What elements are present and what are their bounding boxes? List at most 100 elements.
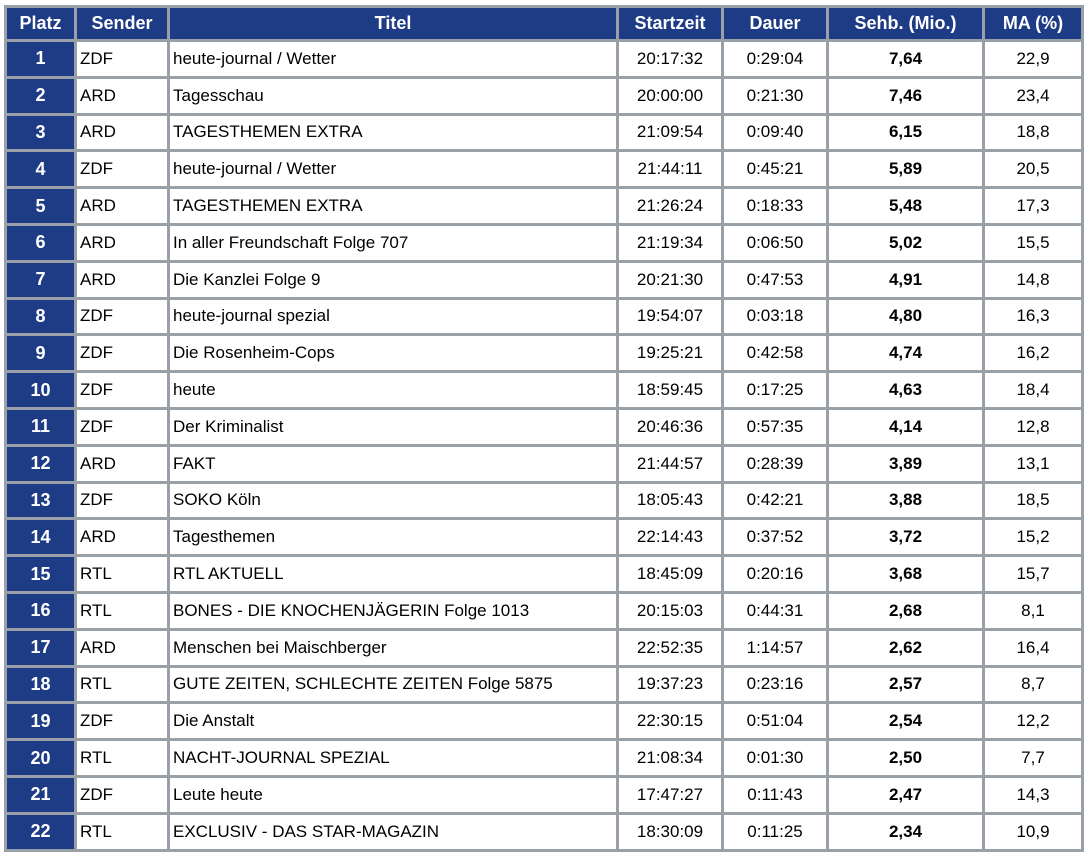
viewers-cell: 2,68 [829,593,982,628]
rank-cell: 15 [7,557,74,591]
rank-cell: 9 [7,336,74,371]
viewers-cell: 4,63 [829,373,982,407]
duration-cell: 0:21:30 [724,78,826,113]
start-time-cell: 21:19:34 [619,225,721,260]
rank-cell: 13 [7,483,74,518]
rank-cell: 6 [7,225,74,260]
table-row: 19 ZDF Die Anstalt 22:30:15 0:51:04 2,54 12,2 [7,704,1081,739]
start-time-cell: 17:47:27 [619,777,721,812]
table-row: 6 ARD In aller Freundschaft Folge 707 21:19… [7,225,1081,260]
duration-cell: 0:09:40 [724,115,826,150]
sender-cell: ZDF [77,42,167,76]
viewers-cell: 2,62 [829,630,982,665]
duration-cell: 0:06:50 [724,225,826,260]
duration-cell: 0:20:16 [724,557,826,591]
market-share-cell: 13,1 [985,446,1081,481]
sender-cell: ARD [77,262,167,297]
rank-cell: 3 [7,115,74,150]
market-share-cell: 17,3 [985,189,1081,223]
viewers-cell: 4,14 [829,409,982,444]
sender-cell: ARD [77,115,167,150]
duration-cell: 0:51:04 [724,704,826,739]
duration-cell: 1:14:57 [724,630,826,665]
start-time-cell: 18:59:45 [619,373,721,407]
rank-cell: 4 [7,152,74,187]
viewers-cell: 4,80 [829,299,982,334]
header-platz: Platz [7,8,74,39]
table-row: 18 RTL GUTE ZEITEN, SCHLECHTE ZEITEN Folge… [7,667,1081,702]
start-time-cell: 22:30:15 [619,704,721,739]
viewers-cell: 3,88 [829,483,982,518]
sender-cell: RTL [77,741,167,775]
rank-cell: 1 [7,42,74,76]
sender-cell: ZDF [77,373,167,407]
table-row: 15 RTL RTL AKTUELL 18:45:09 0:20:16 3,68 15,7 [7,557,1081,591]
viewers-cell: 2,57 [829,667,982,702]
sender-cell: ARD [77,630,167,665]
viewers-cell: 3,89 [829,446,982,481]
table-row: 16 RTL BONES - DIE KNOCHENJÄGERIN Folge 10… [7,593,1081,628]
table-row: 1 ZDF heute-journal / Wetter 20:17:32 0:29:0… [7,42,1081,76]
duration-cell: 0:18:33 [724,189,826,223]
start-time-cell: 20:15:03 [619,593,721,628]
duration-cell: 0:17:25 [724,373,826,407]
header-dauer: Dauer [724,8,826,39]
rank-cell: 5 [7,189,74,223]
sender-cell: RTL [77,667,167,702]
table-row: 5 ARD TAGESTHEMEN EXTRA 21:26:24 0:18:33 5,48… [7,189,1081,223]
start-time-cell: 22:52:35 [619,630,721,665]
rank-cell: 19 [7,704,74,739]
market-share-cell: 12,8 [985,409,1081,444]
title-cell: Leute heute [170,777,616,812]
title-cell: Die Anstalt [170,704,616,739]
sender-cell: ZDF [77,777,167,812]
sender-cell: ZDF [77,299,167,334]
table-row: 22 RTL EXCLUSIV - DAS STAR-MAGAZIN 18:30:09… [7,814,1081,849]
viewers-cell: 2,34 [829,814,982,849]
market-share-cell: 12,2 [985,704,1081,739]
duration-cell: 0:23:16 [724,667,826,702]
table-row: 21 ZDF Leute heute 17:47:27 0:11:43 2,47 14,3 [7,777,1081,812]
table-row: 8 ZDF heute-journal spezial 19:54:07 0:03:18… [7,299,1081,334]
sender-cell: ARD [77,225,167,260]
rank-cell: 10 [7,373,74,407]
viewers-cell: 5,48 [829,189,982,223]
market-share-cell: 14,3 [985,777,1081,812]
table-row: 17 ARD Menschen bei Maischberger 22:52:35 1:… [7,630,1081,665]
title-cell: EXCLUSIV - DAS STAR-MAGAZIN [170,814,616,849]
market-share-cell: 20,5 [985,152,1081,187]
start-time-cell: 19:25:21 [619,336,721,371]
sender-cell: ZDF [77,152,167,187]
title-cell: RTL AKTUELL [170,557,616,591]
sender-cell: ZDF [77,336,167,371]
market-share-cell: 18,8 [985,115,1081,150]
sender-cell: ARD [77,446,167,481]
market-share-cell: 18,4 [985,373,1081,407]
viewers-cell: 2,50 [829,741,982,775]
title-cell: Der Kriminalist [170,409,616,444]
sender-cell: ZDF [77,704,167,739]
market-share-cell: 16,4 [985,630,1081,665]
viewers-cell: 2,47 [829,777,982,812]
title-cell: Die Rosenheim-Cops [170,336,616,371]
rank-cell: 18 [7,667,74,702]
viewers-cell: 7,46 [829,78,982,113]
sender-cell: ARD [77,78,167,113]
viewers-cell: 6,15 [829,115,982,150]
market-share-cell: 15,7 [985,557,1081,591]
rank-cell: 7 [7,262,74,297]
title-cell: FAKT [170,446,616,481]
ratings-table: Platz Sender Titel Startzeit Dauer Sehb.… [4,5,1084,852]
market-share-cell: 7,7 [985,741,1081,775]
title-cell: SOKO Köln [170,483,616,518]
title-cell: Menschen bei Maischberger [170,630,616,665]
table-row: 10 ZDF heute 18:59:45 0:17:25 4,63 18,4 [7,373,1081,407]
sender-cell: ARD [77,520,167,555]
start-time-cell: 21:09:54 [619,115,721,150]
viewers-cell: 7,64 [829,42,982,76]
duration-cell: 0:01:30 [724,741,826,775]
start-time-cell: 18:30:09 [619,814,721,849]
table-row: 9 ZDF Die Rosenheim-Cops 19:25:21 0:42:58 4,7… [7,336,1081,371]
start-time-cell: 22:14:43 [619,520,721,555]
market-share-cell: 23,4 [985,78,1081,113]
